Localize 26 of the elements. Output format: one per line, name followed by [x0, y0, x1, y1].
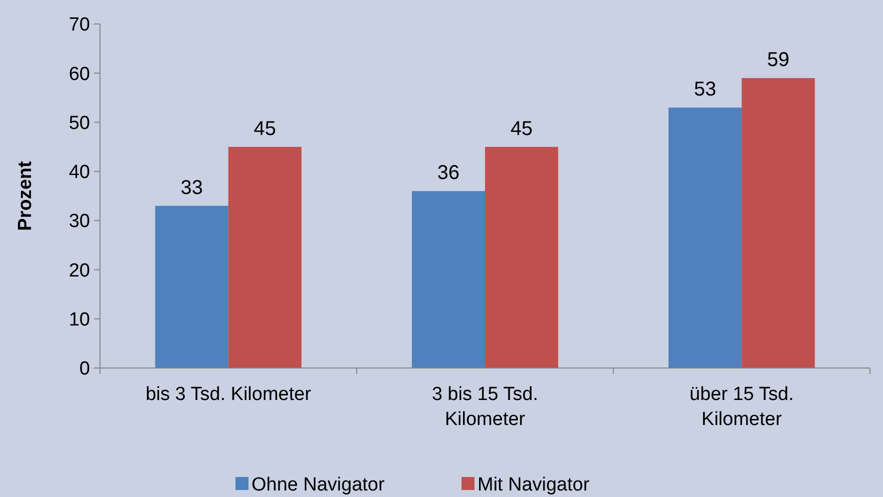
y-tick-label: 50	[68, 112, 90, 134]
bar	[668, 108, 742, 368]
data-label: 33	[180, 176, 203, 199]
y-tick-label: 60	[68, 64, 90, 85]
y-tick-label: 20	[68, 260, 90, 282]
y-tick-label: 10	[68, 310, 90, 331]
data-label: 45	[254, 118, 276, 140]
y-tick-label: 30	[68, 211, 90, 232]
y-axis-title: Prozent	[15, 160, 36, 231]
x-tick-label: über 15 Tsd. Kilometer	[690, 384, 794, 430]
data-label: 45	[510, 118, 533, 140]
y-tick-label: 40	[68, 162, 90, 184]
data-label: 36	[437, 162, 460, 184]
bar	[742, 78, 815, 368]
x-tick-label: 3 bis 15 Tsd. Kilometer	[432, 384, 538, 430]
bar	[228, 146, 302, 368]
data-label: 59	[767, 49, 790, 72]
x-tick-label: bis 3 Tsd. Kilometer	[146, 384, 312, 405]
data-label: 53	[694, 78, 716, 101]
legend-label: Ohne Navigator	[252, 474, 386, 496]
bar	[155, 206, 228, 368]
bar	[412, 191, 485, 368]
y-tick-label: 0	[79, 358, 90, 380]
bar	[485, 146, 558, 368]
legend-label: Mit Navigator	[478, 474, 590, 496]
y-tick-label: 70	[68, 14, 90, 36]
